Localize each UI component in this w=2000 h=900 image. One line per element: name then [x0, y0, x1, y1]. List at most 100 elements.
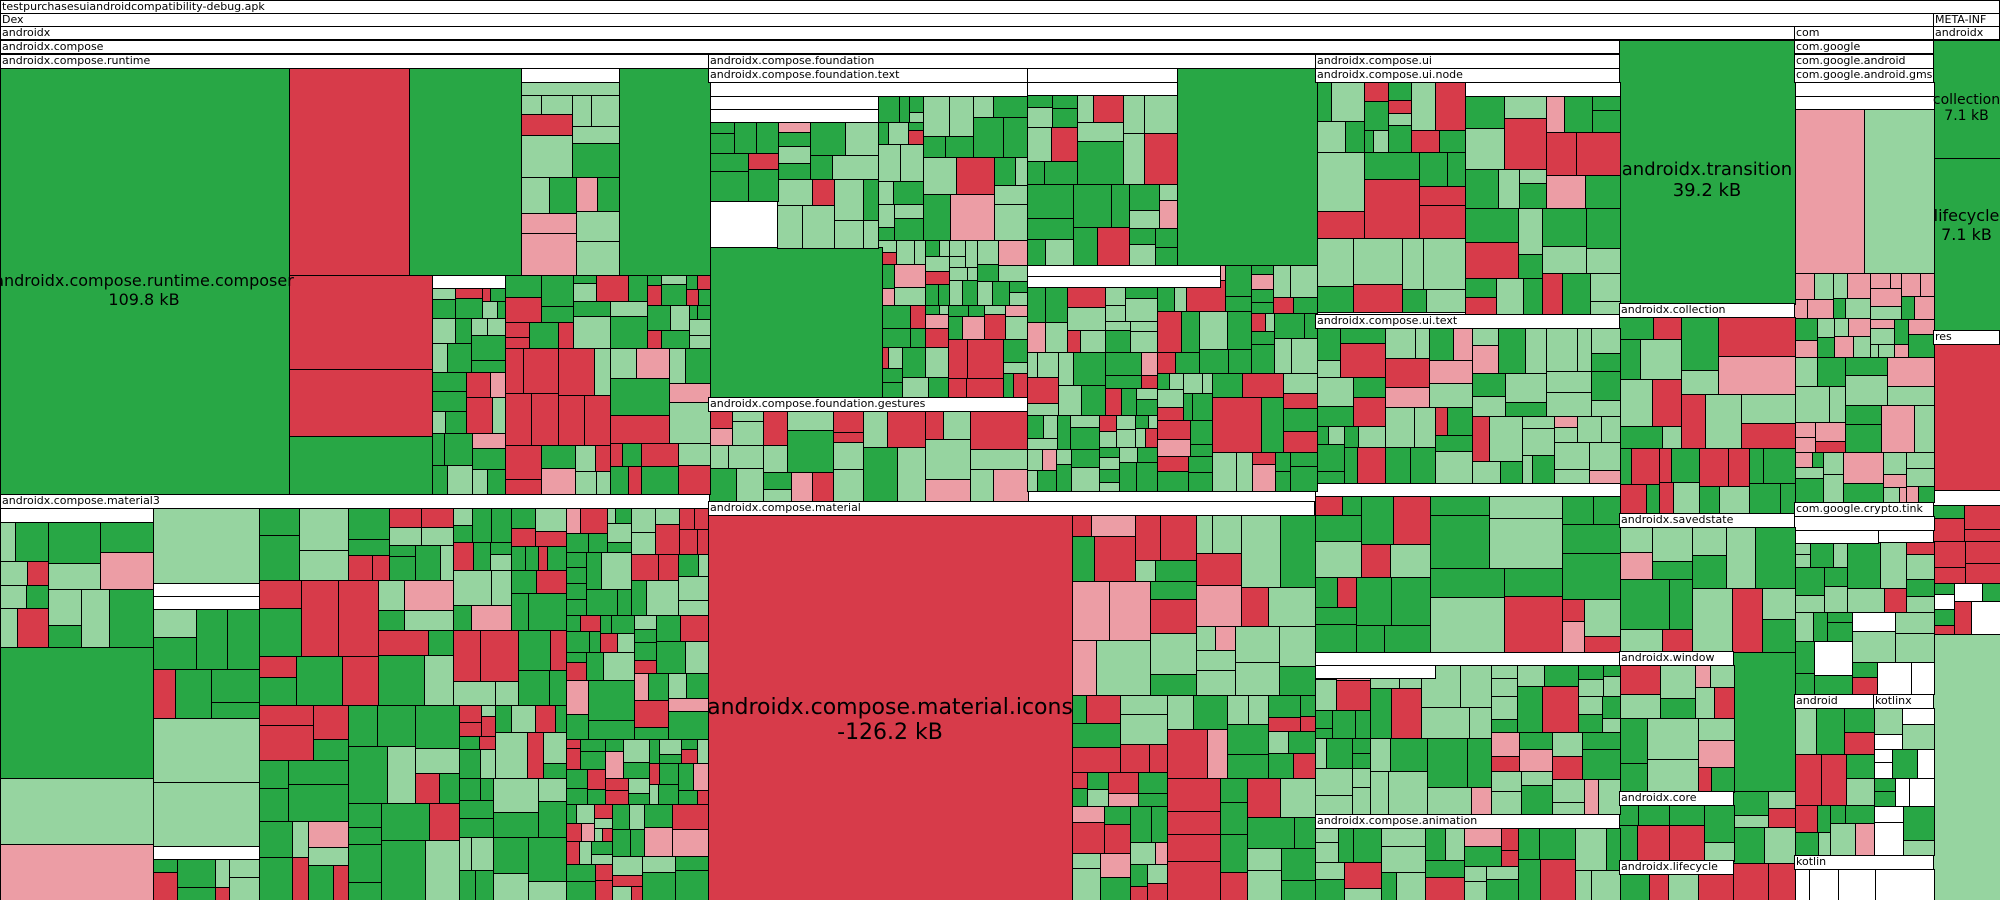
treemap-cell[interactable]	[541, 306, 574, 323]
treemap-cell[interactable]	[1353, 828, 1382, 863]
treemap-cell[interactable]	[573, 283, 597, 302]
treemap-cell[interactable]	[580, 615, 601, 632]
treemap-cell[interactable]	[504, 297, 542, 323]
treemap-cell[interactable]	[1669, 825, 1705, 862]
treemap-cell[interactable]	[908, 130, 924, 145]
treemap-cell[interactable]	[669, 402, 711, 444]
treemap-cell[interactable]	[444, 433, 473, 466]
treemap-cell[interactable]	[1280, 515, 1316, 588]
treemap-cell[interactable]	[596, 471, 611, 495]
treemap-cell[interactable]	[215, 887, 230, 900]
treemap-cell[interactable]	[1698, 740, 1735, 768]
header-com-google-android-gms[interactable]: com.google.android.gms	[1794, 68, 1934, 83]
treemap-cell[interactable]	[1220, 802, 1248, 835]
treemap-cell[interactable]	[1196, 585, 1242, 627]
treemap-cell[interactable]	[348, 746, 388, 804]
treemap-cell[interactable]	[1058, 385, 1082, 416]
treemap-cell[interactable]	[1242, 373, 1284, 398]
treemap-cell[interactable]	[424, 655, 454, 706]
treemap-cell[interactable]	[1384, 625, 1431, 653]
treemap-cell[interactable]	[566, 652, 587, 663]
treemap-cell[interactable]	[1589, 442, 1621, 471]
treemap-cell[interactable]	[634, 700, 669, 728]
treemap-cell[interactable]	[566, 788, 588, 805]
treemap-cell[interactable]	[1619, 426, 1663, 449]
treemap-cell[interactable]	[572, 126, 620, 144]
treemap-cell[interactable]	[1155, 228, 1178, 248]
treemap-cell[interactable]	[956, 157, 995, 195]
treemap-cell[interactable]	[977, 240, 999, 265]
treemap-cell[interactable]	[1247, 817, 1295, 849]
treemap-cell[interactable]	[1552, 756, 1583, 780]
treemap-cell[interactable]	[1121, 388, 1137, 416]
treemap-cell[interactable]	[1755, 527, 1796, 589]
treemap-cell[interactable]	[675, 870, 709, 900]
treemap-cell[interactable]	[227, 608, 260, 670]
treemap-cell[interactable]	[1901, 272, 1921, 297]
treemap-cell[interactable]	[628, 778, 650, 794]
treemap-cell[interactable]	[1933, 518, 1965, 542]
treemap-cell[interactable]	[1136, 462, 1158, 492]
treemap-cell[interactable]	[1129, 244, 1156, 266]
treemap-cell[interactable]	[748, 153, 779, 170]
treemap-cell[interactable]	[415, 545, 441, 581]
treemap-cell[interactable]	[1315, 728, 1333, 739]
treemap-cell[interactable]	[1147, 864, 1168, 884]
treemap-cell[interactable]	[1196, 553, 1242, 586]
treemap-cell[interactable]	[1486, 879, 1519, 900]
treemap-cell[interactable]	[686, 274, 698, 290]
treemap-cell[interactable]	[566, 769, 588, 789]
treemap-cell[interactable]	[925, 240, 940, 257]
treemap-cell[interactable]	[1909, 778, 1935, 807]
treemap-cell[interactable]	[1070, 427, 1100, 450]
treemap-cell[interactable]	[694, 508, 709, 530]
treemap-cell[interactable]	[1906, 554, 1935, 580]
treemap-cell[interactable]	[1105, 352, 1142, 376]
treemap-cell[interactable]	[1914, 405, 1935, 453]
treemap-cell[interactable]	[1181, 311, 1200, 353]
treemap-cell[interactable]	[594, 818, 613, 829]
treemap-cell[interactable]	[1155, 560, 1197, 582]
treemap-cell[interactable]	[634, 727, 669, 740]
header-com[interactable]: com	[1794, 26, 1934, 40]
treemap-cell[interactable]	[471, 837, 494, 871]
treemap-cell[interactable]	[258, 677, 297, 706]
treemap-cell[interactable]	[1491, 678, 1518, 697]
treemap-cell[interactable]	[1003, 339, 1029, 363]
header-apk[interactable]: testpurchasesuiandroidcompatibility-debu…	[0, 0, 2000, 14]
treemap-cell[interactable]	[615, 508, 632, 524]
treemap-cell[interactable]	[1733, 827, 1765, 864]
treemap-cell[interactable]	[1491, 696, 1518, 720]
treemap-cell[interactable]	[1964, 504, 2000, 530]
treemap-cell[interactable]	[1845, 357, 1888, 376]
treemap-cell[interactable]	[258, 705, 314, 726]
treemap-cell[interactable]	[1336, 680, 1371, 711]
treemap-cell[interactable]	[1058, 352, 1074, 386]
treemap-cell[interactable]	[1315, 328, 1341, 361]
treemap-cell[interactable]	[431, 372, 467, 392]
treemap-cell[interactable]	[333, 865, 349, 900]
treemap-cell[interactable]	[1156, 287, 1175, 312]
treemap-cell[interactable]	[1212, 397, 1262, 453]
treemap-cell[interactable]	[1518, 859, 1541, 900]
treemap-cell[interactable]	[1388, 100, 1412, 114]
treemap-cell[interactable]	[1504, 568, 1563, 597]
treemap-cell[interactable]	[1199, 311, 1228, 350]
treemap-cell[interactable]	[1591, 371, 1621, 401]
treemap-cell[interactable]	[1252, 464, 1276, 492]
treemap-cell[interactable]	[787, 411, 834, 431]
treemap-cell[interactable]	[1445, 828, 1465, 861]
treemap-cell[interactable]	[649, 763, 660, 785]
header-material3[interactable]: androidx.compose.material3	[0, 494, 710, 509]
treemap-cell[interactable]	[1212, 515, 1242, 554]
treemap-cell[interactable]	[387, 746, 416, 804]
header-lifecycle[interactable]: androidx.lifecycle	[1619, 860, 1734, 875]
treemap-cell[interactable]	[292, 821, 309, 858]
treemap-cell[interactable]	[1125, 298, 1158, 322]
treemap-cell[interactable]	[994, 157, 1016, 186]
treemap-cell[interactable]	[1156, 373, 1170, 390]
treemap-cell[interactable]	[1768, 863, 1796, 900]
treemap-cell[interactable]	[1489, 416, 1523, 462]
treemap-cell[interactable]	[511, 528, 536, 547]
treemap-cell[interactable]	[1586, 248, 1621, 274]
